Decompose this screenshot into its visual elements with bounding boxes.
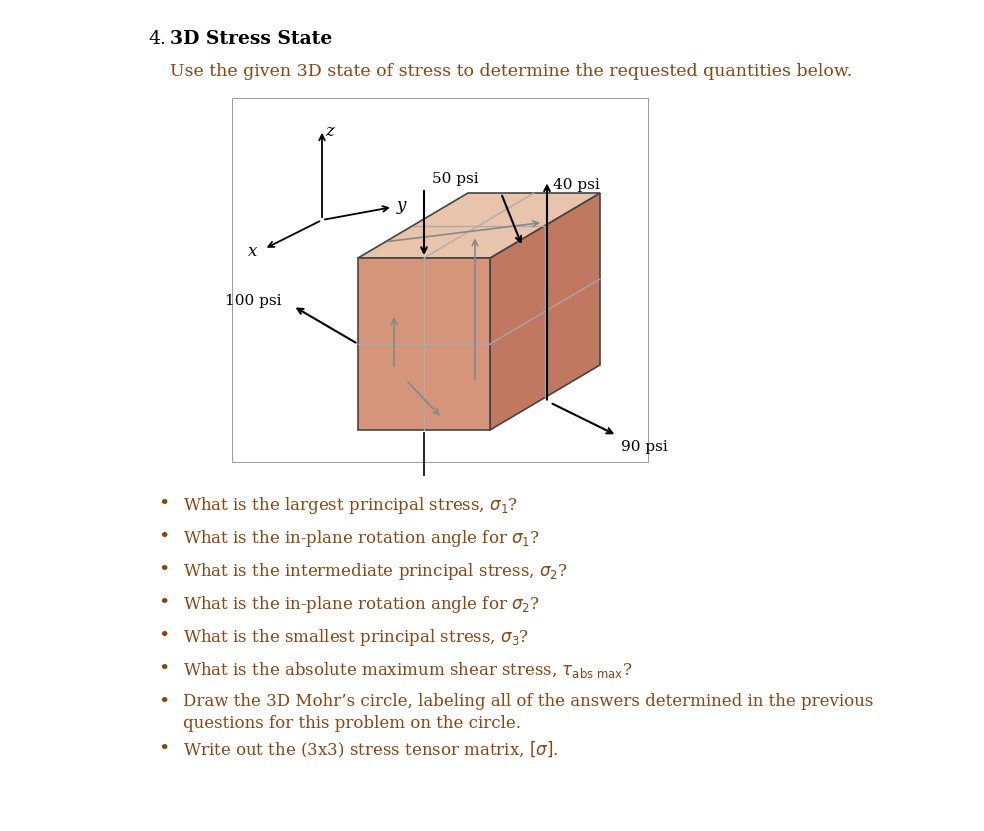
Text: What is the largest principal stress, $\sigma_1$?: What is the largest principal stress, $\… [183,495,519,516]
Text: 4.: 4. [148,30,166,48]
Bar [232,98,648,462]
Text: 40 psi: 40 psi [553,179,600,193]
Text: •: • [158,627,169,645]
Polygon shape [358,258,490,430]
Text: questions for this problem on the circle.: questions for this problem on the circle… [183,715,521,732]
Text: •: • [158,561,169,579]
Text: •: • [158,740,169,758]
Text: What is the intermediate principal stress, $\sigma_2$?: What is the intermediate principal stres… [183,561,568,582]
Text: 100 psi: 100 psi [225,294,281,308]
Text: Use the given 3D state of stress to determine the requested quantities below.: Use the given 3D state of stress to dete… [170,63,852,80]
Polygon shape [490,193,600,430]
Text: 90 psi: 90 psi [621,440,668,455]
Text: What is the smallest principal stress, $\sigma_3$?: What is the smallest principal stress, $… [183,627,529,648]
Text: y: y [397,196,406,214]
Text: z: z [325,123,334,140]
Text: x: x [248,243,258,260]
Text: 3D Stress State: 3D Stress State [170,30,333,48]
Text: What is the in-plane rotation angle for $\sigma_1$?: What is the in-plane rotation angle for … [183,528,540,549]
Text: •: • [158,594,169,612]
Text: •: • [158,693,169,711]
Text: •: • [158,660,169,678]
Text: Draw the 3D Mohr’s circle, labeling all of the answers determined in the previou: Draw the 3D Mohr’s circle, labeling all … [183,693,874,710]
Polygon shape [358,193,600,258]
Text: What is the in-plane rotation angle for $\sigma_2$?: What is the in-plane rotation angle for … [183,594,540,615]
Text: •: • [158,528,169,546]
Text: What is the absolute maximum shear stress, $\tau_{\mathrm{abs\ max}}$?: What is the absolute maximum shear stres… [183,660,633,680]
Text: Write out the (3x3) stress tensor matrix, $[\sigma]$.: Write out the (3x3) stress tensor matrix… [183,740,558,760]
Text: 50 psi: 50 psi [432,172,478,186]
Text: •: • [158,495,169,513]
